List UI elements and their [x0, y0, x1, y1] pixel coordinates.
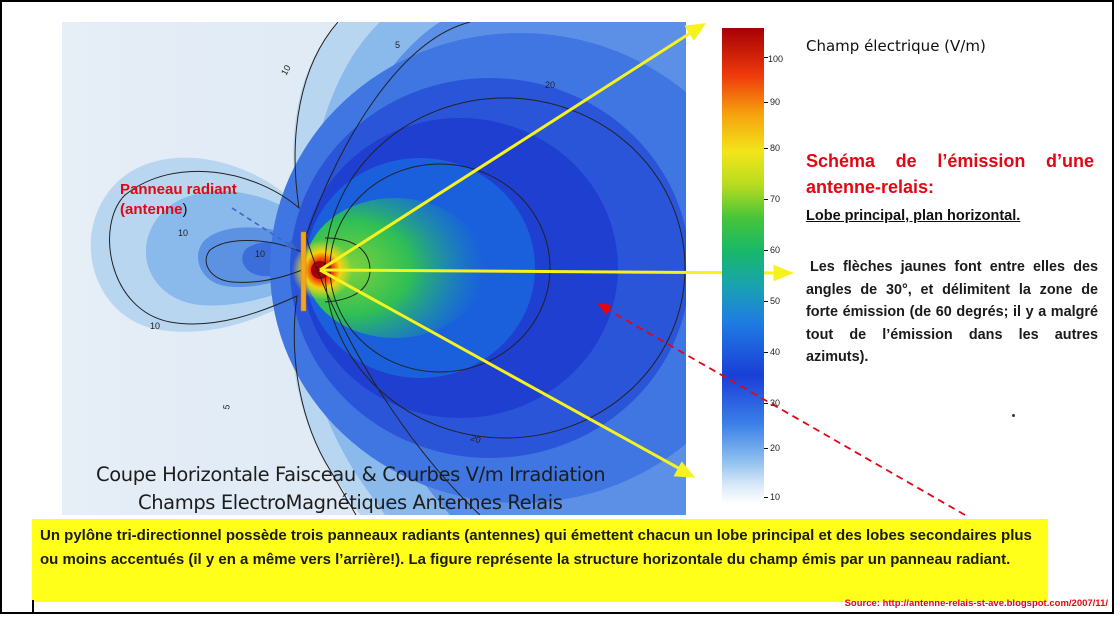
- note-pointer-head: [597, 303, 612, 315]
- colorbar-label: 40: [770, 347, 781, 357]
- arrow-middle-head: [773, 264, 795, 282]
- colorbar-ticks: [764, 57, 768, 498]
- schema-title: Schéma de l’émission d’une antenne-relai…: [806, 151, 1094, 197]
- colorbar-tick: [764, 102, 768, 103]
- colorbar-label: 30: [770, 398, 781, 408]
- contour-10-outer: [109, 22, 357, 515]
- colorbar-label: 10: [770, 492, 781, 502]
- contour-40: [329, 163, 551, 373]
- contour-label-1: 10: [279, 63, 293, 77]
- contour-label-3: 10: [150, 321, 160, 331]
- contour-10-back: [205, 240, 303, 283]
- colorbar-tick: [764, 403, 768, 404]
- colorbar-label: 90: [770, 97, 781, 107]
- arrow-middle-line: [319, 268, 779, 275]
- colorbar-tick: [764, 57, 768, 58]
- colorbar-bar: [722, 28, 764, 504]
- colorbar-tick: [764, 301, 768, 302]
- arrow-upper-head: [684, 23, 707, 41]
- antenna-label-line-1: Panneau radiant: [120, 181, 237, 198]
- antenna-label-paren: ): [182, 201, 188, 218]
- note-text: Un pylône tri-directionnel possède trois…: [40, 527, 1032, 568]
- antenna-label-line-2: (antenne): [120, 200, 237, 220]
- label-pointer-line: [231, 207, 297, 250]
- antenna-label: Panneau radiant (antenne): [120, 180, 237, 220]
- arrow-lower-head: [673, 461, 696, 478]
- colorbar-label: 70: [770, 194, 781, 204]
- colorbar-tick: [764, 148, 768, 149]
- field-plot: [62, 22, 686, 515]
- note-box: [32, 519, 1048, 602]
- colorbar-label: 20: [770, 443, 781, 453]
- colorbar-tick: [764, 497, 768, 498]
- field-zone-green: [305, 198, 485, 338]
- arrows-explanation: Les flèches jaunes font entre elles des …: [806, 259, 1098, 366]
- figure-caption-line-2: Champs ElectroMagnétiques Antennes Relai…: [138, 491, 563, 514]
- colorbar-label: 60: [770, 245, 781, 255]
- colorbar-tick: [764, 448, 768, 449]
- contour-label-2: 10: [178, 228, 188, 238]
- colorbar-tick: [764, 250, 768, 251]
- label-pointer-head: [286, 240, 296, 249]
- emission-arrows: [319, 23, 795, 478]
- contour-label-5: 5: [221, 404, 232, 411]
- contour-label-7: 20: [469, 432, 482, 445]
- stray-dot: [1012, 414, 1015, 417]
- colorbar-tick: [764, 199, 768, 200]
- arrow-lower-line: [319, 268, 683, 472]
- colorbar-title: Champ électrique (V/m): [806, 37, 986, 55]
- colorbar-label: 100: [768, 54, 784, 64]
- colorbar-label: 50: [770, 296, 781, 306]
- left-rule: [32, 600, 34, 614]
- note-pointer-line: [604, 307, 966, 516]
- figure-caption-line-1: Coupe Horizontale Faisceau & Courbes V/m…: [96, 463, 606, 486]
- antenna-panel: [300, 231, 307, 312]
- source-credit: Source: http://antenne-relais-st-ave.blo…: [844, 598, 1108, 609]
- antenna-label-red: (antenne: [120, 201, 183, 218]
- contour-label-4: 10: [255, 249, 265, 259]
- contour-label-6: 5: [395, 40, 400, 50]
- colorbar-tick: [764, 352, 768, 353]
- schema-subtitle: Lobe principal, plan horizontal.: [806, 208, 1021, 224]
- contour-labels: 10 10 10 10 5 5 20 20: [150, 40, 555, 445]
- contour-label-8: 20: [545, 80, 555, 90]
- arrow-upper-line: [319, 28, 696, 272]
- colorbar-label: 80: [770, 143, 781, 153]
